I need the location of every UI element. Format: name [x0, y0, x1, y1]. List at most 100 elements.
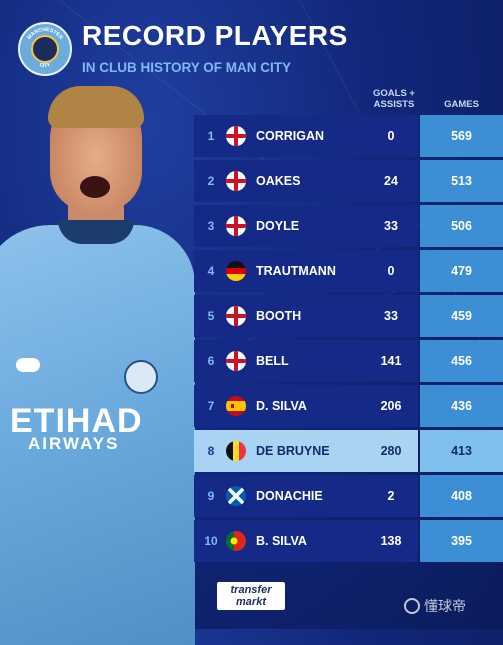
row-games-cell: 408: [420, 475, 503, 517]
shirt-sponsor-subtext: AIRWAYS: [28, 434, 120, 453]
row-games: 506: [451, 219, 472, 233]
row-games-cell: 395: [420, 520, 503, 562]
row-goals-assists: 0: [387, 264, 395, 278]
row-games: 479: [451, 264, 472, 278]
row-goals-assists: 141: [380, 354, 402, 368]
table-row: 1 CORRIGAN 0 569: [194, 115, 503, 157]
row-main-cell: 4 TRAUTMANN 0: [194, 250, 418, 292]
shirt-sponsor-text: ETIHAD: [10, 402, 143, 440]
row-main-cell: 8 DE BRUYNE 280: [194, 430, 418, 472]
row-main-cell: 3 DOYLE 33: [194, 205, 418, 247]
row-goals-assists: 206: [380, 399, 402, 413]
row-games-cell: 459: [420, 295, 503, 337]
table-row: 7 D. SILVA 206 436: [194, 385, 503, 427]
row-rank: 1: [207, 129, 215, 143]
row-player-name: B. SILVA: [256, 534, 307, 548]
row-games-cell: 569: [420, 115, 503, 157]
row-player-name: CORRIGAN: [256, 129, 325, 143]
scotland-flag-icon: [226, 486, 246, 506]
row-main-cell: 5 BOOTH 33: [194, 295, 418, 337]
row-player-name: OAKES: [256, 174, 301, 188]
row-main-cell: 7 D. SILVA 206: [194, 385, 418, 427]
row-main-cell: 2 OAKES 24: [194, 160, 418, 202]
portugal-flag-icon: [226, 531, 246, 551]
badge-bottom-text: CITY: [39, 62, 52, 69]
player-photo: ETIHAD AIRWAYS: [0, 80, 200, 645]
player-shirt: [0, 225, 195, 645]
transfermarkt-logo: transfer markt: [217, 582, 285, 610]
row-rank: 6: [207, 354, 215, 368]
row-player-name: TRAUTMANN: [256, 264, 336, 278]
row-rank: 9: [207, 489, 215, 503]
svg-text:CITY: CITY: [39, 62, 52, 69]
table-row: 9 DONACHIE 2 408: [194, 475, 503, 517]
player-collar: [58, 220, 134, 244]
row-games: 456: [451, 354, 472, 368]
england-flag-icon: [226, 351, 246, 371]
watermark: 懂球帝: [404, 596, 466, 616]
row-rank: 8: [207, 444, 215, 458]
column-header-goals-line2: ASSISTS: [373, 99, 415, 110]
row-rank: 4: [207, 264, 215, 278]
row-games: 459: [451, 309, 472, 323]
row-player-name: DOYLE: [256, 219, 300, 233]
logo-line2: markt: [236, 596, 266, 608]
row-player-name: BOOTH: [256, 309, 302, 323]
column-header-goals-assists: GOALS + ASSISTS: [364, 88, 424, 110]
row-main-cell: 1 CORRIGAN 0: [194, 115, 418, 157]
column-header-games: GAMES: [444, 99, 479, 110]
row-goals-assists: 2: [387, 489, 395, 503]
row-games: 569: [451, 129, 472, 143]
club-crest-icon: MANCHESTER CITY: [18, 22, 72, 76]
england-flag-icon: [226, 216, 246, 236]
watermark-logo-icon: [404, 598, 420, 614]
row-main-cell: 6 BELL 141: [194, 340, 418, 382]
row-rank: 10: [204, 534, 218, 548]
germany-flag-icon: [226, 261, 246, 281]
table-row-highlighted: 8 DE BRUYNE 280 413: [194, 430, 503, 472]
table-row: 10 B. SILVA 138 395: [194, 520, 503, 562]
row-games-cell: 513: [420, 160, 503, 202]
row-player-name: BELL: [256, 354, 289, 368]
row-games: 395: [451, 534, 472, 548]
row-main-cell: 9 DONACHIE 2: [194, 475, 418, 517]
row-games: 408: [451, 489, 472, 503]
row-games-cell: 456: [420, 340, 503, 382]
row-goals-assists: 138: [380, 534, 402, 548]
england-flag-icon: [226, 126, 246, 146]
table-row: 5 BOOTH 33 459: [194, 295, 503, 337]
row-games-cell: 479: [420, 250, 503, 292]
row-rank: 5: [207, 309, 215, 323]
table-row: 3 DOYLE 33 506: [194, 205, 503, 247]
player-mouth: [80, 176, 110, 198]
row-games-cell: 413: [420, 430, 503, 472]
watermark-text: 懂球帝: [424, 598, 466, 614]
england-flag-icon: [226, 171, 246, 191]
player-hair: [48, 86, 144, 128]
row-games: 513: [451, 174, 472, 188]
row-games-cell: 506: [420, 205, 503, 247]
row-games: 436: [451, 399, 472, 413]
belgium-flag-icon: [226, 441, 246, 461]
page-subtitle: IN CLUB HISTORY OF MAN CITY: [82, 60, 292, 75]
england-flag-icon: [226, 306, 246, 326]
row-rank: 3: [207, 219, 215, 233]
row-player-name: D. SILVA: [256, 399, 307, 413]
table-row: 6 BELL 141 456: [194, 340, 503, 382]
badge-top-text: MANCHESTER: [26, 27, 63, 41]
row-main-cell: 10 B. SILVA 138: [194, 520, 418, 562]
table-row: 2 OAKES 24 513: [194, 160, 503, 202]
column-header-goals-line1: GOALS +: [373, 88, 415, 99]
table-row: 4 TRAUTMANN 0 479: [194, 250, 503, 292]
shirt-crest-icon: [124, 360, 158, 394]
row-rank: 7: [207, 399, 215, 413]
row-player-name: DONACHIE: [256, 489, 323, 503]
row-goals-assists: 33: [384, 309, 398, 323]
row-goals-assists: 280: [380, 444, 402, 458]
row-player-name: DE BRUYNE: [256, 444, 330, 458]
row-goals-assists: 24: [384, 174, 398, 188]
spain-flag-icon: [226, 396, 246, 416]
row-goals-assists: 33: [384, 219, 398, 233]
row-games: 413: [451, 444, 472, 458]
crest-shield: [31, 35, 59, 63]
